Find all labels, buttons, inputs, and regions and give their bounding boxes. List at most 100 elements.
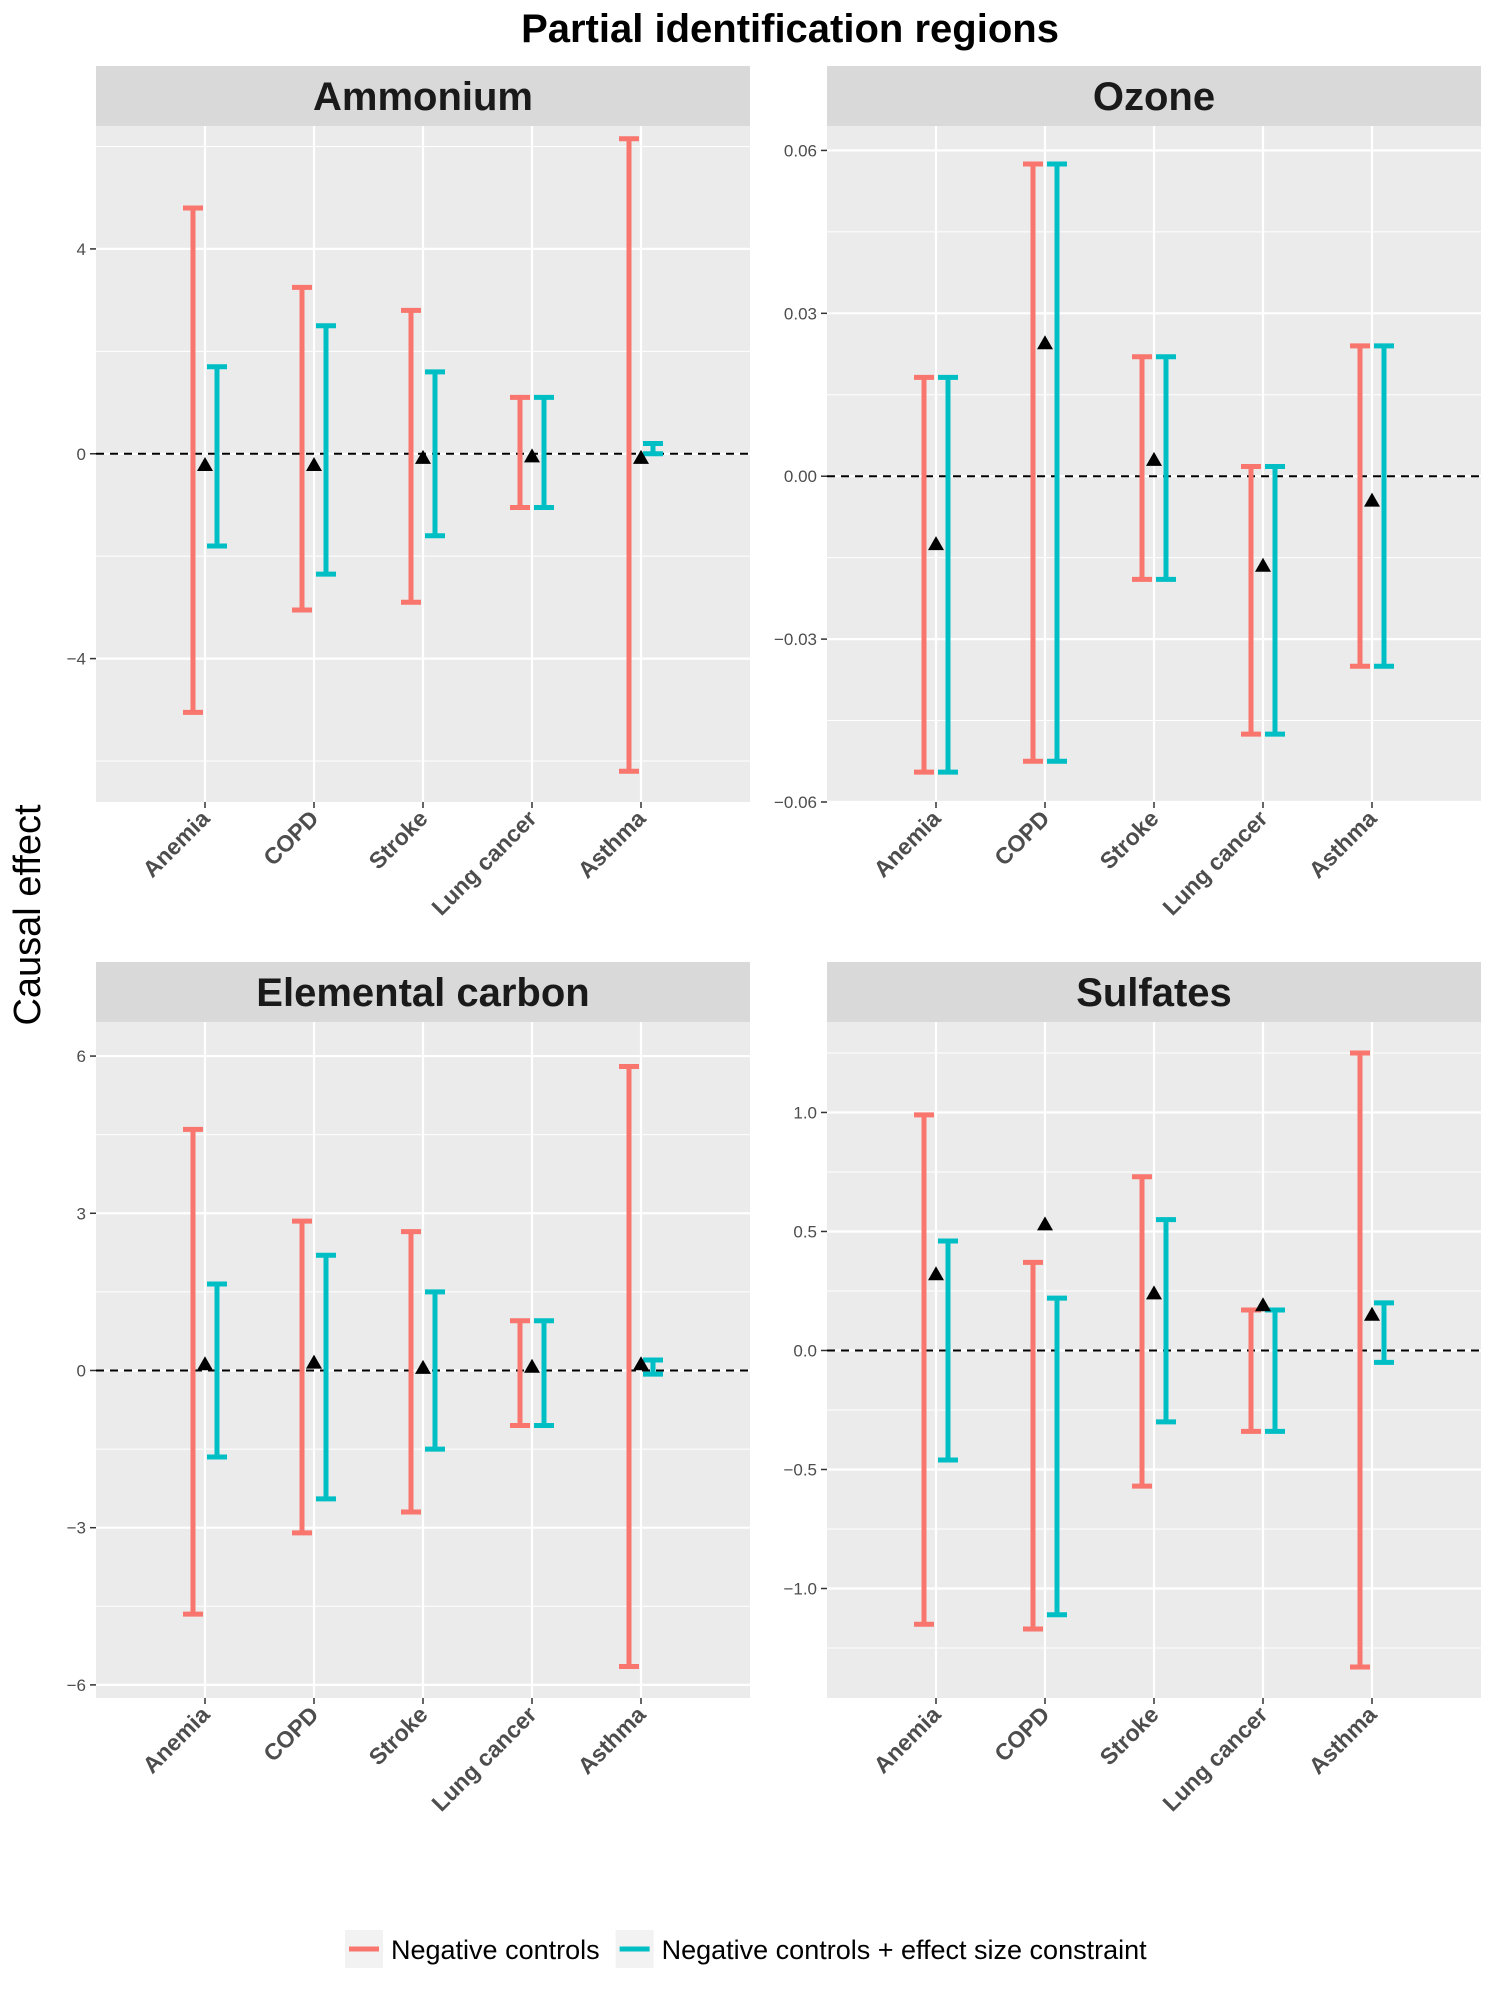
panel-strip bbox=[96, 66, 750, 126]
y-tick-label: −3 bbox=[67, 1519, 86, 1538]
point-estimate-marker bbox=[197, 457, 213, 472]
point-estimate-marker bbox=[633, 449, 649, 464]
point-estimate-marker bbox=[1146, 1285, 1162, 1300]
series-effect-size-constraint bbox=[207, 323, 663, 577]
legend-label: Negative controls bbox=[391, 1935, 600, 1965]
legend-item: Negative controls + effect size constrai… bbox=[615, 1930, 1147, 1968]
panel-ozone: Ozone −0.06 −0.03 0.00 0.03 0.06 Anemia COPD Str… bbox=[774, 66, 1481, 920]
error-bar bbox=[401, 1229, 421, 1515]
x-tick-label: Stroke bbox=[1095, 805, 1164, 874]
error-bar bbox=[534, 1318, 554, 1429]
error-bar bbox=[1374, 343, 1394, 669]
x-tick-label: Lung cancer bbox=[426, 805, 541, 920]
error-bar bbox=[914, 374, 934, 775]
y-tick-label: 6 bbox=[77, 1047, 86, 1066]
point-estimate-marker bbox=[197, 1356, 213, 1371]
error-bar bbox=[1156, 354, 1176, 582]
x-tick-label: Stroke bbox=[364, 1701, 433, 1770]
legend-label: Negative controls + effect size constrai… bbox=[662, 1935, 1147, 1965]
error-bar bbox=[183, 205, 203, 715]
series-effect-size-constraint bbox=[207, 1252, 663, 1502]
panel-sulfates: Sulfates −1.0 −0.5 0.0 0.5 1.0 Anemia COPD Strok… bbox=[783, 962, 1481, 1816]
x-tick-label: COPD bbox=[989, 1701, 1054, 1766]
panel-strip bbox=[827, 962, 1481, 1022]
legend: Negative controls Negative controls + eff… bbox=[345, 1930, 1147, 1968]
x-tick-label: Stroke bbox=[364, 805, 433, 874]
x-tick-label: Asthma bbox=[572, 1701, 650, 1779]
y-tick-label: 0.5 bbox=[793, 1222, 817, 1241]
error-bar bbox=[425, 1289, 445, 1452]
y-tick-label: 0.03 bbox=[784, 304, 817, 323]
error-bar bbox=[938, 374, 958, 775]
panel-title: Ozone bbox=[1093, 75, 1215, 119]
y-tick-label: −4 bbox=[67, 650, 86, 669]
y-tick-label: −1.0 bbox=[783, 1580, 817, 1599]
series-negative-controls bbox=[183, 1064, 639, 1670]
y-tick-label: 4 bbox=[77, 240, 86, 259]
y-tick-label: 0.00 bbox=[784, 467, 817, 486]
y-tick-label: −0.5 bbox=[783, 1460, 817, 1479]
error-bar bbox=[292, 284, 312, 613]
panel-strip bbox=[96, 962, 750, 1022]
point-estimate-marker bbox=[415, 1359, 431, 1374]
point-estimate-marker bbox=[415, 449, 431, 464]
series-effect-size-constraint bbox=[938, 161, 1394, 775]
y-tick-label: −6 bbox=[67, 1676, 86, 1695]
point-estimate-marker bbox=[928, 536, 944, 551]
chart-title: Partial identification regions bbox=[521, 7, 1059, 51]
error-bar bbox=[510, 1318, 530, 1429]
series-negative-controls bbox=[914, 1050, 1370, 1670]
error-bar bbox=[1047, 161, 1067, 764]
x-tick-label: Asthma bbox=[1303, 1701, 1381, 1779]
legend-item: Negative controls bbox=[345, 1930, 600, 1968]
x-tick-label: Lung cancer bbox=[426, 1701, 541, 1816]
panel-title: Sulfates bbox=[1076, 971, 1232, 1015]
error-bar bbox=[1047, 1295, 1067, 1618]
x-tick-label: COPD bbox=[258, 1701, 323, 1766]
panel-title: Ammonium bbox=[313, 75, 533, 119]
point-estimate-marker bbox=[928, 1266, 944, 1281]
x-tick-label: Lung cancer bbox=[1157, 1701, 1272, 1816]
x-tick-label: Anemia bbox=[868, 805, 945, 882]
y-tick-label: 0 bbox=[77, 445, 86, 464]
series-effect-size-constraint bbox=[938, 1217, 1394, 1618]
point-estimate-marker bbox=[1255, 557, 1271, 572]
point-estimate-marker bbox=[1255, 1297, 1271, 1312]
point-estimate-marker bbox=[1364, 1306, 1380, 1321]
y-tick-label: −0.06 bbox=[774, 793, 817, 812]
point-estimate-marker bbox=[524, 448, 540, 463]
x-tick-label: Lung cancer bbox=[1157, 805, 1272, 920]
point-estimate-marker bbox=[1146, 451, 1162, 466]
y-tick-label: 3 bbox=[77, 1204, 86, 1223]
error-bar bbox=[1156, 1217, 1176, 1425]
error-bar bbox=[316, 1252, 336, 1502]
point-estimate-marker bbox=[306, 457, 322, 472]
x-tick-label: Anemia bbox=[137, 805, 214, 882]
y-axis-label: Causal effect bbox=[7, 804, 49, 1026]
point-estimate-marker bbox=[1364, 492, 1380, 507]
x-tick-label: COPD bbox=[989, 805, 1054, 870]
error-bar bbox=[1023, 161, 1043, 764]
error-bar bbox=[207, 1281, 227, 1460]
error-bar bbox=[401, 307, 421, 605]
point-estimate-marker bbox=[306, 1354, 322, 1369]
x-tick-label: Anemia bbox=[137, 1701, 214, 1778]
point-estimate-marker bbox=[633, 1356, 649, 1371]
error-bar bbox=[207, 364, 227, 549]
error-bar bbox=[1350, 1050, 1370, 1670]
x-tick-label: Anemia bbox=[868, 1701, 945, 1778]
x-tick-label: Asthma bbox=[572, 805, 650, 883]
error-bar bbox=[425, 369, 445, 539]
error-bar bbox=[1241, 463, 1261, 737]
x-tick-label: Stroke bbox=[1095, 1701, 1164, 1770]
error-bar bbox=[1023, 1259, 1043, 1632]
panel-title: Elemental carbon bbox=[256, 971, 589, 1015]
error-bar bbox=[938, 1238, 958, 1463]
series-negative-controls bbox=[183, 136, 639, 774]
y-tick-label: 1.0 bbox=[793, 1103, 817, 1122]
x-tick-label: COPD bbox=[258, 805, 323, 870]
error-bar bbox=[510, 394, 530, 511]
